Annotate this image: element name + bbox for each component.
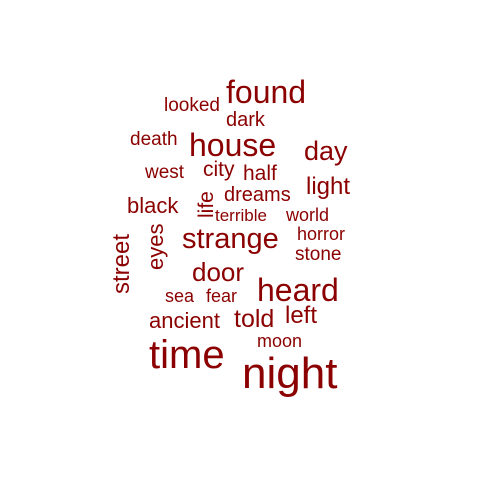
word-told: told xyxy=(234,305,275,333)
word-fear: fear xyxy=(206,286,238,306)
word-sea: sea xyxy=(165,286,195,306)
word-looked: looked xyxy=(164,95,220,116)
word-eyes: eyes xyxy=(143,223,168,270)
word-moon: moon xyxy=(257,331,303,351)
word-found: found xyxy=(226,74,307,110)
word-heard: heard xyxy=(257,272,339,308)
word-dark: dark xyxy=(226,109,265,131)
word-ancient: ancient xyxy=(149,308,220,333)
word-city: city xyxy=(203,158,235,181)
word-street: street xyxy=(108,233,135,294)
word-stone: stone xyxy=(295,244,342,265)
word-house: house xyxy=(189,127,277,163)
word-strange: strange xyxy=(182,223,279,255)
word-half: half xyxy=(243,162,277,185)
word-world: world xyxy=(286,205,330,225)
word-time: time xyxy=(149,333,225,377)
word-horror: horror xyxy=(297,224,346,244)
word-left: left xyxy=(285,302,318,329)
word-light: light xyxy=(306,173,351,200)
word-death: death xyxy=(130,129,178,150)
word-day: day xyxy=(304,136,348,166)
word-door: door xyxy=(192,257,245,287)
word-life: life xyxy=(195,191,218,218)
word-black: black xyxy=(127,193,179,218)
word-terrible: terrible xyxy=(215,206,267,225)
word-dreams: dreams xyxy=(224,184,291,206)
word-west: west xyxy=(145,162,185,183)
word-night: night xyxy=(242,349,338,398)
